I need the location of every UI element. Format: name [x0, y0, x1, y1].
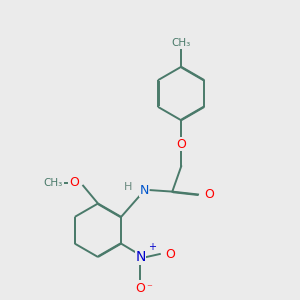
Text: ⁻: ⁻: [146, 283, 152, 293]
Text: CH₃: CH₃: [44, 178, 63, 188]
Text: O: O: [69, 176, 79, 189]
Text: O: O: [205, 188, 214, 201]
Text: O: O: [176, 138, 186, 151]
Text: N: N: [135, 250, 146, 264]
Text: H: H: [124, 182, 132, 192]
Text: +: +: [148, 242, 156, 252]
Text: O: O: [136, 282, 146, 295]
Text: O: O: [165, 248, 175, 260]
Text: CH₃: CH₃: [172, 38, 191, 48]
Text: N: N: [140, 184, 149, 196]
